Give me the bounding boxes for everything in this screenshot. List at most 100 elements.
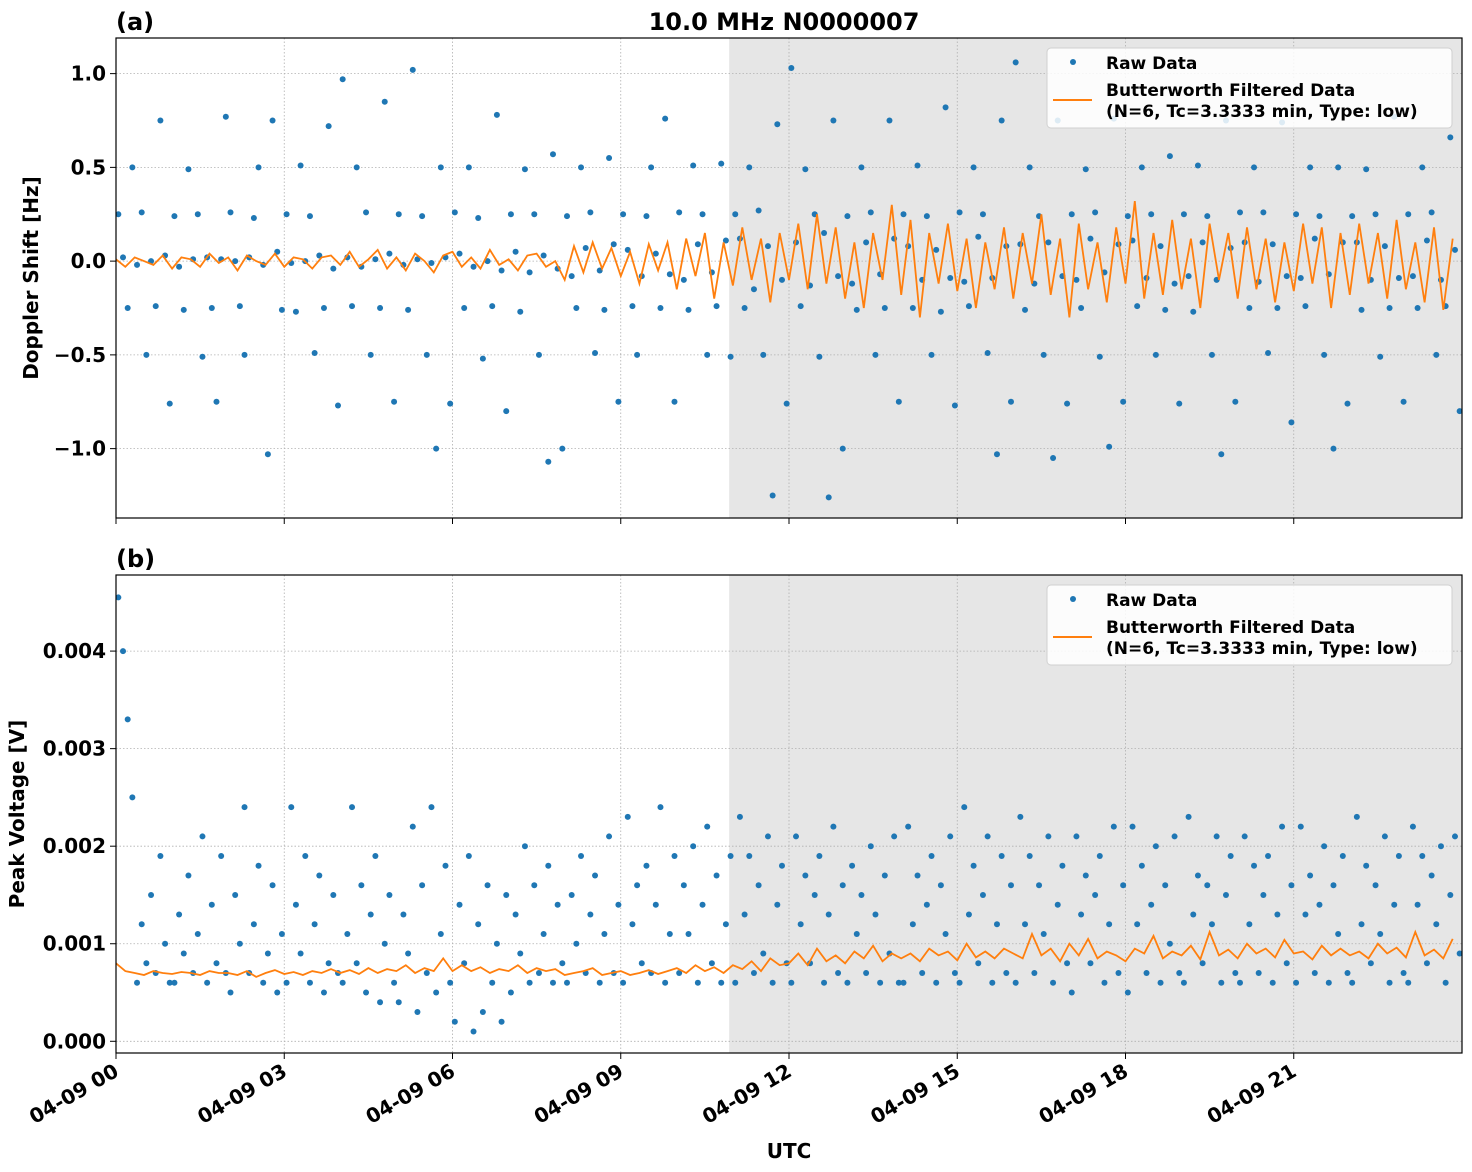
raw-data-point — [116, 211, 122, 218]
raw-data-point — [531, 882, 538, 889]
raw-data-point — [433, 445, 440, 452]
raw-data-point — [129, 794, 136, 801]
raw-data-point — [236, 303, 243, 310]
raw-data-point — [849, 862, 856, 869]
raw-data-point — [470, 263, 477, 270]
raw-data-point — [1288, 419, 1295, 426]
raw-data-point — [750, 970, 757, 977]
raw-data-point — [1428, 872, 1435, 879]
raw-data-point — [793, 833, 800, 840]
raw-data-point — [320, 989, 327, 996]
raw-data-point — [769, 979, 776, 986]
raw-data-point — [606, 833, 613, 840]
raw-data-point — [909, 305, 916, 311]
raw-data-point — [1447, 891, 1454, 898]
raw-data-point — [232, 891, 239, 898]
raw-data-point — [764, 833, 771, 840]
raw-data-point — [171, 213, 178, 220]
raw-data-point — [1096, 852, 1103, 859]
legend-filtered-label: Butterworth Filtered Data — [1106, 81, 1355, 101]
raw-data-point — [1386, 305, 1393, 311]
raw-data-point — [391, 398, 398, 405]
raw-data-point — [564, 213, 571, 220]
raw-data-point — [1358, 921, 1365, 928]
raw-data-point — [549, 979, 556, 986]
raw-data-point — [797, 921, 804, 928]
raw-data-point — [456, 250, 463, 257]
raw-data-point — [1194, 872, 1201, 879]
raw-data-point — [540, 930, 547, 937]
raw-data-point — [704, 823, 711, 830]
raw-data-point — [559, 445, 566, 452]
raw-data-point — [1148, 901, 1155, 908]
raw-data-point — [643, 213, 650, 220]
raw-data-point — [718, 979, 725, 986]
raw-data-point — [1237, 979, 1244, 986]
raw-data-point — [895, 979, 902, 986]
raw-data-point — [1101, 979, 1108, 986]
raw-data-point — [1293, 211, 1300, 218]
raw-data-point — [853, 306, 860, 313]
raw-data-point — [241, 351, 248, 358]
raw-data-point — [886, 117, 893, 124]
raw-data-point — [666, 930, 673, 937]
raw-data-point — [993, 921, 1000, 928]
raw-data-point — [774, 121, 781, 128]
raw-data-point — [124, 305, 131, 311]
raw-data-point — [1274, 911, 1281, 918]
raw-data-point — [320, 305, 327, 311]
raw-data-point — [297, 162, 304, 169]
raw-data-point — [260, 979, 267, 986]
raw-data-point — [1372, 882, 1379, 889]
raw-data-point — [708, 960, 715, 967]
raw-data-point — [1078, 911, 1085, 918]
raw-data-point — [942, 104, 949, 111]
raw-data-point — [428, 260, 435, 266]
raw-data-point — [134, 979, 141, 986]
raw-data-point — [998, 852, 1005, 859]
raw-data-point — [919, 970, 926, 977]
raw-data-point — [1307, 164, 1314, 171]
raw-data-point — [559, 960, 566, 967]
raw-data-point — [1054, 901, 1061, 908]
raw-data-point — [629, 303, 636, 310]
raw-data-point — [694, 241, 701, 248]
raw-data-point — [461, 305, 468, 311]
raw-data-point — [419, 882, 426, 889]
legend-raw-label: Raw Data — [1106, 54, 1197, 74]
raw-data-point — [699, 211, 706, 218]
x-tick-label: 04-09 00 — [25, 1059, 123, 1129]
raw-data-point — [564, 979, 571, 986]
raw-data-point — [638, 960, 645, 967]
raw-data-point — [863, 239, 870, 246]
raw-data-point — [484, 882, 491, 889]
raw-data-point — [517, 950, 524, 957]
raw-data-point — [1447, 134, 1454, 141]
raw-data-point — [1045, 239, 1052, 246]
raw-data-point — [1400, 398, 1407, 405]
raw-data-point — [680, 882, 687, 889]
raw-data-point — [1269, 979, 1276, 986]
raw-data-point — [797, 303, 804, 310]
raw-data-point — [1260, 209, 1267, 216]
raw-data-point — [1377, 930, 1384, 937]
raw-data-point — [662, 979, 669, 986]
raw-data-point — [680, 276, 687, 283]
raw-data-point — [194, 211, 201, 218]
raw-data-point — [601, 930, 608, 937]
raw-data-point — [947, 833, 954, 840]
raw-data-point — [1246, 305, 1253, 311]
raw-data-point — [278, 930, 285, 937]
raw-data-point — [134, 261, 141, 268]
raw-data-point — [1405, 211, 1412, 218]
raw-data-point — [839, 445, 846, 452]
raw-data-point — [741, 911, 748, 918]
raw-data-point — [1166, 153, 1173, 160]
raw-data-point — [325, 960, 332, 967]
raw-data-point — [1353, 813, 1360, 820]
raw-data-point — [1176, 970, 1183, 977]
raw-data-point — [573, 305, 580, 311]
raw-data-point — [699, 901, 706, 908]
raw-data-point — [531, 211, 538, 218]
raw-data-point — [877, 979, 884, 986]
